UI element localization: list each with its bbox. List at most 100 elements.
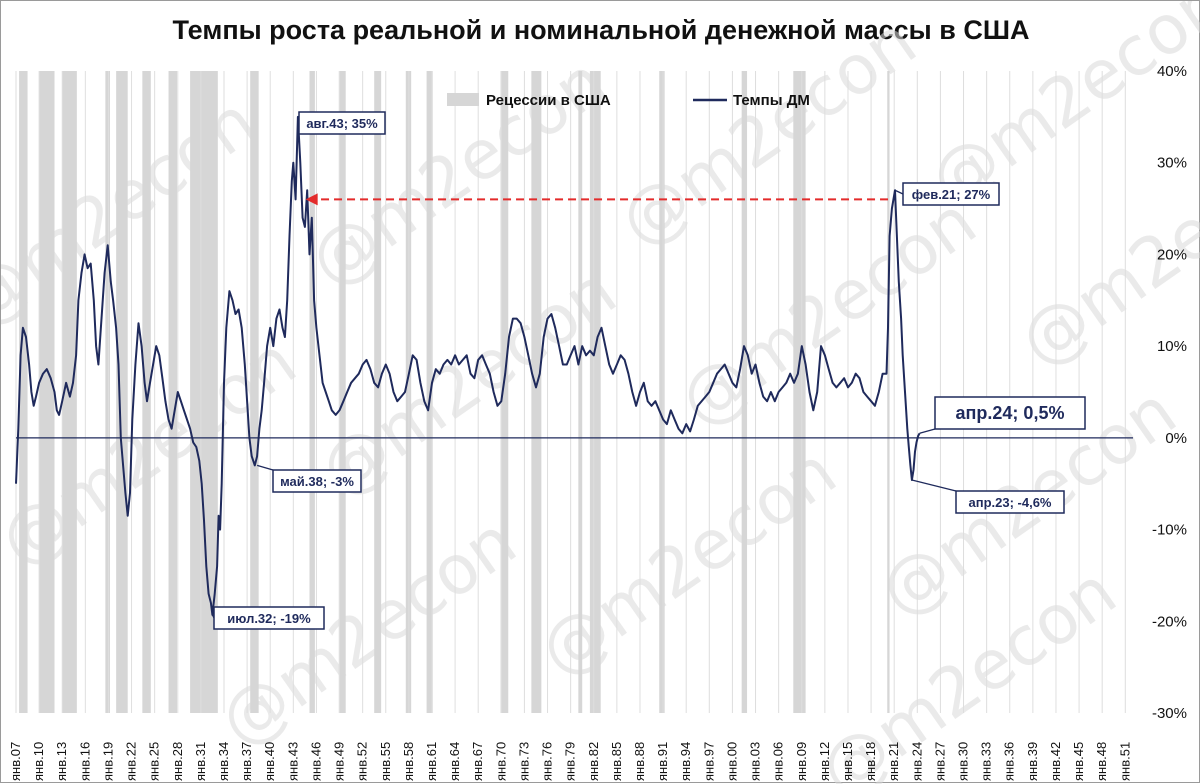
x-tick-label: янв.94 — [678, 742, 693, 781]
annotation-box — [902, 182, 1000, 206]
recession-band — [338, 71, 346, 713]
annotation-label: авг.43; 35% — [306, 116, 378, 131]
x-tick-label: янв.79 — [563, 742, 578, 781]
y-tick-label: -20% — [1152, 613, 1187, 630]
x-tick-label: янв.27 — [932, 742, 947, 781]
y-tick-label: 30% — [1157, 155, 1187, 172]
x-tick-label: янв.16 — [77, 742, 92, 781]
x-tick-label: янв.37 — [239, 742, 254, 781]
annotations-layer: авг.43; 35% фев.21; 27% май.38; -3% июл.32;… — [211, 111, 1086, 630]
legend-item-recession: Рецессии в США — [447, 92, 611, 109]
x-tick-label: янв.97 — [701, 742, 716, 781]
x-tick-label: янв.22 — [124, 742, 139, 781]
annotation-leader — [256, 464, 274, 471]
annotation-box — [213, 606, 325, 630]
x-tick-label: янв.33 — [979, 742, 994, 781]
recession-band — [105, 71, 110, 713]
annotation-leader — [919, 428, 936, 434]
recession-band — [19, 71, 28, 713]
x-tick-label: янв.58 — [401, 742, 416, 781]
x-tick-label: янв.39 — [1025, 742, 1040, 781]
x-tick-label: янв.15 — [840, 742, 855, 781]
recession-band — [589, 71, 601, 713]
annotation-box — [298, 111, 386, 135]
x-tick-label: янв.31 — [193, 742, 208, 781]
x-tick-label: янв.24 — [909, 742, 924, 781]
series-layer — [15, 115, 921, 616]
x-tick-label: янв.61 — [424, 742, 439, 781]
recession-band — [500, 71, 509, 713]
x-tick-label: янв.28 — [170, 742, 185, 781]
x-tick-label: янв.85 — [609, 742, 624, 781]
y-tick-label: 10% — [1157, 338, 1187, 355]
x-tick-label: янв.73 — [516, 742, 531, 781]
y-axis-ticks: 40% 30% 20% 10% 0% -10% -20% -30% — [1152, 63, 1187, 722]
x-tick-label: янв.88 — [632, 742, 647, 781]
annotation-label: июл.32; -19% — [227, 611, 311, 626]
annotation: фев.21; 27% — [894, 182, 1000, 206]
x-tick-label: янв.34 — [216, 742, 231, 781]
recession-band — [531, 71, 542, 713]
x-tick-label: янв.49 — [332, 742, 347, 781]
x-tick-label: янв.19 — [100, 742, 115, 781]
x-tick-label: янв.07 — [8, 742, 23, 781]
annotation-leader — [894, 189, 904, 195]
annotation-box — [934, 396, 1086, 430]
x-tick-label: янв.03 — [748, 742, 763, 781]
watermark-text: @m2econ — [606, 2, 931, 263]
x-tick-label: янв.13 — [54, 742, 69, 781]
x-tick-label: янв.09 — [794, 742, 809, 781]
x-tick-label: янв.48 — [1094, 742, 1109, 781]
recession-band — [250, 71, 259, 713]
recession-band — [426, 71, 433, 713]
legend: Рецессии в США Темпы ДМ — [447, 92, 810, 109]
x-tick-label: янв.52 — [355, 742, 370, 781]
y-tick-label: 20% — [1157, 246, 1187, 263]
y-tick-label: 0% — [1165, 430, 1187, 447]
x-tick-label: янв.30 — [956, 742, 971, 781]
x-tick-label: янв.10 — [31, 742, 46, 781]
x-tick-label: янв.18 — [863, 742, 878, 781]
y-tick-label: -10% — [1152, 522, 1187, 539]
recession-band — [39, 71, 55, 713]
annotation-label: апр.23; -4,6% — [969, 495, 1052, 510]
annotation-box — [955, 490, 1065, 514]
x-tick-label: янв.70 — [493, 742, 508, 781]
recession-band — [887, 71, 890, 713]
x-tick-label: янв.45 — [1071, 742, 1086, 781]
arrow-head — [305, 193, 318, 206]
x-tick-label: янв.67 — [470, 742, 485, 781]
recession-band — [374, 71, 382, 713]
x-tick-label: янв.40 — [262, 742, 277, 781]
recession-band — [309, 71, 315, 713]
recession-band — [116, 71, 128, 713]
x-tick-label: янв.25 — [147, 742, 162, 781]
recession-band — [168, 71, 178, 713]
annotation: июл.32; -19% — [211, 606, 325, 630]
recession-band — [793, 71, 806, 713]
x-tick-label: янв.00 — [724, 742, 739, 781]
legend-swatch-recession — [447, 93, 479, 106]
series-line — [15, 115, 921, 616]
x-axis-ticks: янв.07 янв.10 янв.13 янв.16 янв.19 янв.22 янв.… — [8, 742, 1132, 781]
annotation: апр.23; -4,6% — [911, 479, 1065, 514]
x-tick-label: янв.42 — [1048, 742, 1063, 781]
annotation-label: май.38; -3% — [280, 474, 354, 489]
x-tick-label: янв.46 — [308, 742, 323, 781]
annotation: авг.43; 35% — [297, 111, 386, 135]
legend-label-recession: Рецессии в США — [486, 92, 611, 109]
annotation-leader — [911, 479, 957, 492]
x-tick-label: янв.21 — [886, 742, 901, 781]
x-tick-label: янв.06 — [771, 742, 786, 781]
x-tick-label: янв.36 — [1002, 742, 1017, 781]
y-tick-label: 40% — [1157, 63, 1187, 80]
recession-band — [659, 71, 665, 713]
legend-item-line: Темпы ДМ — [693, 92, 810, 109]
chart-title: Темпы роста реальной и номинальной денеж… — [172, 15, 1030, 45]
recession-band — [578, 71, 583, 713]
x-tick-label: янв.51 — [1117, 742, 1132, 781]
annotation-box — [272, 469, 362, 493]
comparison-arrow — [305, 193, 889, 206]
